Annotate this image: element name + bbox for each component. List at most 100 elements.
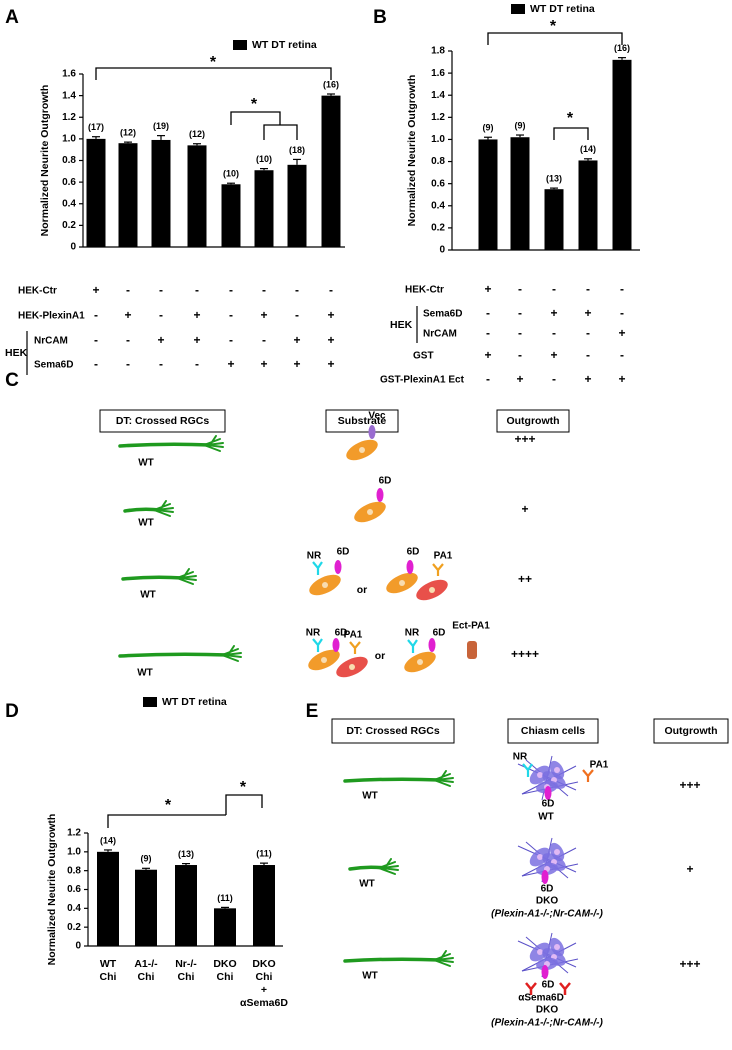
- n-label: (18): [289, 145, 305, 155]
- cell-nucleus: [537, 949, 543, 955]
- condition-sign: +: [550, 306, 557, 320]
- condition-sign: -: [159, 357, 163, 371]
- condition-sign: -: [126, 333, 130, 347]
- y-tick-label: 0.4: [431, 200, 445, 211]
- substrate-label: Ect-PA1: [452, 621, 490, 632]
- substrate-label: 6D: [407, 547, 420, 558]
- legend-swatch: [233, 40, 247, 50]
- condition-sign: +: [327, 357, 334, 371]
- condition-sign: +: [92, 283, 99, 297]
- condition-sign: -: [586, 282, 590, 296]
- column-header: Substrate: [338, 415, 387, 427]
- condition-sign: -: [586, 348, 590, 362]
- condition-sign: -: [295, 308, 299, 322]
- axon: [118, 652, 230, 658]
- panel-label: A: [5, 7, 19, 28]
- y-axis-label: Normalized Neurite Outgrowth: [406, 75, 418, 227]
- condition-sign: -: [552, 326, 556, 340]
- group-label: HEK: [390, 319, 413, 331]
- panel-label: B: [373, 7, 387, 28]
- y-tick-label: 0: [70, 242, 76, 253]
- cell-nucleus: [399, 580, 405, 586]
- y-tick-label: 1.0: [67, 846, 81, 857]
- column-header: DT: Crossed RGCs: [116, 415, 210, 427]
- condition-sign: -: [295, 283, 299, 297]
- bar: [86, 138, 106, 247]
- condition-sign: -: [518, 326, 522, 340]
- receptor-nr: [522, 763, 533, 777]
- bar: [254, 170, 274, 247]
- growth-cone: [221, 645, 242, 662]
- panel-label: E: [306, 701, 319, 722]
- substrate-label: NR: [307, 551, 322, 562]
- y-tick-label: 0.2: [62, 220, 76, 231]
- x-tick-label: Chi: [178, 971, 195, 983]
- x-tick-label: Chi: [138, 971, 155, 983]
- receptor-6d: [541, 965, 549, 979]
- column-header: Outgrowth: [664, 725, 717, 737]
- significance-star: *: [251, 96, 258, 113]
- condition-sign: -: [229, 308, 233, 322]
- condition-sign: -: [262, 283, 266, 297]
- condition-sign: -: [94, 333, 98, 347]
- bar: [287, 164, 307, 247]
- condition-sign: +: [193, 333, 200, 347]
- growth-cone: [433, 950, 454, 967]
- significance-star: *: [240, 779, 247, 796]
- x-tick-label: Chi: [256, 971, 273, 983]
- outgrowth: ++++: [511, 647, 539, 661]
- n-label: (11): [217, 893, 233, 903]
- condition-sign: -: [620, 306, 624, 320]
- bar: [187, 145, 207, 247]
- condition-label: Sema6D: [423, 309, 462, 320]
- condition-sign: -: [552, 282, 556, 296]
- bar: [578, 160, 598, 250]
- substrate-label: PA1: [434, 551, 453, 562]
- y-axis-label: Normalized Neurite Outgrowth: [46, 814, 58, 966]
- condition-sign: +: [484, 348, 491, 362]
- condition-sign: -: [329, 283, 333, 297]
- bar: [135, 869, 157, 946]
- condition-sign: -: [486, 326, 490, 340]
- receptor-6d: [428, 638, 436, 652]
- substrate-label: NR: [306, 628, 321, 639]
- condition-sign: -: [159, 283, 163, 297]
- axon: [343, 957, 442, 963]
- axon-label: WT: [362, 791, 378, 802]
- condition-sign: +: [516, 372, 523, 386]
- condition-sign: -: [195, 357, 199, 371]
- n-label: (11): [256, 849, 272, 859]
- growth-cone: [433, 770, 454, 787]
- receptor-6d: [332, 638, 340, 652]
- condition-sign: -: [620, 282, 624, 296]
- condition-sign: -: [229, 283, 233, 297]
- x-tick-label: Nr-/-: [175, 958, 197, 970]
- x-tick-label: +: [261, 984, 267, 996]
- y-tick-label: 1.2: [67, 828, 81, 839]
- significance-bracket: [107, 814, 226, 828]
- y-tick-label: 0: [439, 245, 445, 256]
- cell-nucleus: [359, 447, 365, 453]
- n-label: (16): [614, 43, 630, 53]
- y-tick-label: 0.4: [62, 198, 76, 209]
- condition-sign: -: [126, 283, 130, 297]
- cell-nucleus: [537, 854, 543, 860]
- significance-bracket: [225, 794, 263, 815]
- n-label: (14): [100, 835, 116, 845]
- n-label: (9): [515, 120, 526, 130]
- condition-sign: +: [484, 282, 491, 296]
- outgrowth: +: [686, 862, 693, 876]
- y-tick-label: 0.6: [431, 178, 445, 189]
- condition-sign: -: [586, 326, 590, 340]
- legend-swatch: [143, 697, 157, 707]
- cell-label: αSema6D: [518, 993, 564, 1004]
- condition-sign: +: [618, 326, 625, 340]
- header-box: [325, 409, 399, 433]
- n-label: (9): [483, 123, 494, 133]
- condition-sign: +: [327, 308, 334, 322]
- y-tick-label: 0.4: [67, 903, 81, 914]
- growth-cone: [203, 435, 224, 452]
- y-tick-label: 1.2: [431, 112, 445, 123]
- cell-nucleus: [554, 944, 560, 950]
- legend-label: WT DT retina: [530, 3, 595, 15]
